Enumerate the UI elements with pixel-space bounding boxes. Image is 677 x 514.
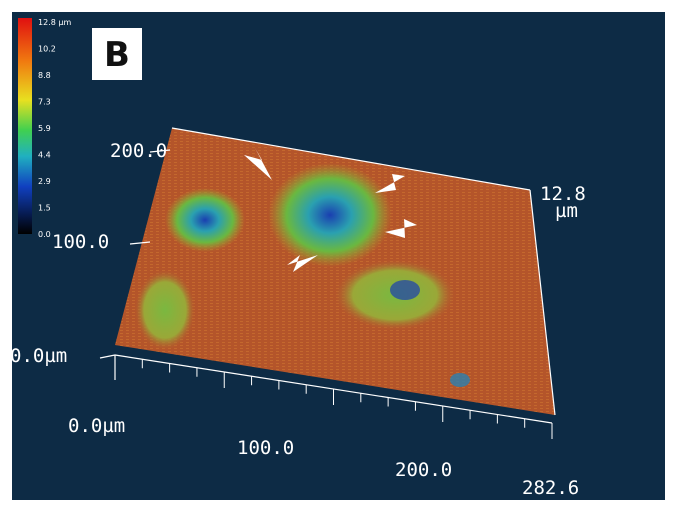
x-label: 282.6	[522, 477, 579, 499]
feature	[450, 373, 470, 387]
figure: 12.8 µm 10.2 8.8 7.3 5.9 4.4 2.9 1.5 0.0 B 200.0…	[0, 0, 677, 514]
colorbar-label: 12.8 µm	[38, 18, 71, 27]
x-label: 100.0	[237, 437, 294, 459]
colorbar-label: 8.8	[38, 71, 51, 80]
colorbar-label: 2.9	[38, 177, 51, 186]
feature	[135, 270, 195, 350]
x-label: 200.0	[395, 459, 452, 481]
x-label: 0.0µm	[68, 415, 125, 437]
panel-label: B	[104, 35, 130, 75]
y-label: 100.0	[52, 231, 109, 253]
colorbar-label: 7.3	[38, 98, 51, 107]
feature	[268, 163, 392, 267]
colorbar	[18, 18, 32, 234]
colorbar-label: 5.9	[38, 124, 51, 133]
colorbar-label: 4.4	[38, 151, 51, 160]
feature	[390, 280, 420, 300]
colorbar-label: 10.2	[38, 45, 56, 54]
colorbar-label: 0.0	[38, 230, 51, 239]
y-label: 0.0µm	[10, 345, 67, 367]
y-label: 200.0	[110, 140, 167, 162]
colorbar-label: 1.5	[38, 204, 51, 213]
feature	[165, 188, 245, 252]
z-unit: µm	[555, 200, 578, 222]
